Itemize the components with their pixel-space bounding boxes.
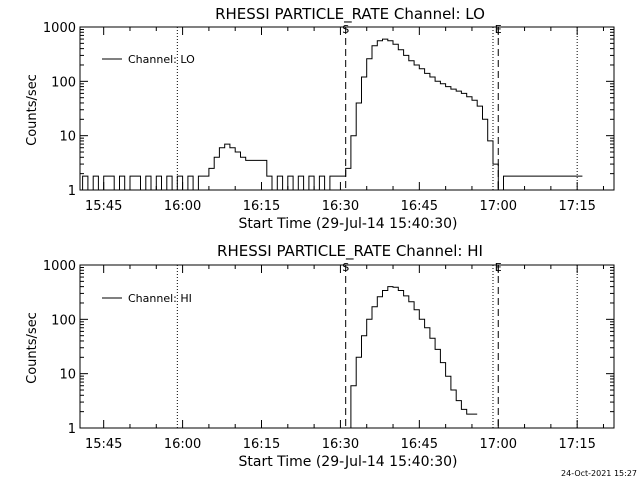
hi-x-tick-label: 16:00 [164,437,201,452]
lo-y-tick-label: 100 [51,75,76,90]
lo-y-axis-label: Counts/sec [25,74,40,146]
lo-channel-panel: RHESSI PARTICLE_RATE Channel: LO Start T… [25,5,615,232]
lo-legend: Channel: LO [102,53,195,66]
hi-x-tick-label: 16:15 [243,437,280,452]
hi-series [345,286,478,429]
hi-x-tick-label: 17:15 [558,437,595,452]
lo-marker-label: E [495,23,502,36]
hi-y-ticks: 1 10 100 1000 [43,259,614,437]
lo-series [80,38,583,191]
hi-chart-title: RHESSI PARTICLE_RATE Channel: HI [217,242,483,261]
lo-x-tick-label: 16:15 [243,199,280,214]
lo-plot-frame [79,26,615,191]
hi-y-axis-label: Counts/sec [25,312,40,384]
timestamp: 24-Oct-2021 15:27 [561,469,637,478]
lo-x-tick-label: 17:15 [558,199,595,214]
hi-marker-label: S [342,261,349,274]
hi-marker-label: E [495,261,502,274]
lo-x-tick-label: 16:45 [401,199,438,214]
hi-y-tick-label: 1000 [43,259,76,274]
lo-y-tick-label: 10 [59,130,76,145]
hi-series-line [345,286,478,429]
lo-chart-title: RHESSI PARTICLE_RATE Channel: LO [215,5,485,24]
hi-x-tick-label: 17:00 [480,437,517,452]
lo-y-ticks: 1 10 100 1000 [43,21,614,199]
lo-legend-label: Channel: LO [128,53,195,66]
hi-channel-panel: RHESSI PARTICLE_RATE Channel: HI Start T… [25,242,615,470]
hi-y-tick-label: 100 [51,313,76,328]
hi-legend: Channel: HI [102,292,192,305]
lo-x-tick-label: 17:00 [480,199,517,214]
lo-x-axis-label: Start Time (29-Jul-14 15:40:30) [238,216,457,232]
hi-x-axis-label: Start Time (29-Jul-14 15:40:30) [238,454,457,470]
lo-axes [79,26,615,191]
lo-series-line [80,38,583,191]
hi-x-tick-label: 16:45 [401,437,438,452]
lo-x-tick-label: 16:30 [322,199,359,214]
hi-legend-label: Channel: HI [128,292,192,305]
lo-x-tick-label: 16:00 [164,199,201,214]
lo-x-tick-label: 15:45 [85,199,122,214]
hi-x-ticks: 15:45 16:00 16:15 16:30 16:45 17:00 17:15 [85,265,604,452]
lo-marker-label: S [342,23,349,36]
hi-y-tick-label: 10 [59,368,76,383]
lo-y-tick-label: 1000 [43,21,76,36]
hi-y-tick-label: 1 [68,422,76,437]
lo-y-tick-label: 1 [68,184,76,199]
hi-x-tick-label: 15:45 [85,437,122,452]
hi-x-tick-label: 16:30 [322,437,359,452]
